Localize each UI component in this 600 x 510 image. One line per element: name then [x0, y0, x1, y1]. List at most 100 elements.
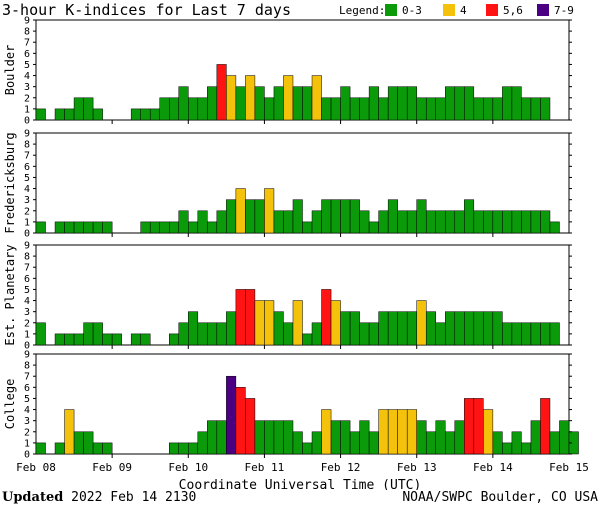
bar-boulder-43: [445, 86, 456, 121]
bar-est-planetary-47: [483, 311, 494, 346]
bar-est-planetary-33: [349, 311, 360, 346]
x-tick-label-feb-12: Feb 12: [321, 461, 361, 474]
bar-boulder-18: [207, 86, 218, 121]
bar-boulder-13: [159, 97, 170, 121]
bar-fredericksburg-50: [511, 210, 522, 234]
bar-boulder-44: [454, 86, 465, 121]
bar-college-18: [207, 420, 218, 455]
bar-fredericksburg-52: [530, 210, 541, 234]
y-tick-label-boulder-9: 9: [24, 16, 30, 27]
y-tick-label-college-3: 3: [24, 416, 30, 427]
y-tick-label-boulder-4: 4: [24, 71, 30, 82]
bar-college-32: [340, 420, 351, 455]
bar-est-planetary-36: [378, 311, 389, 346]
y-tick-label-fredericksburg-7: 7: [24, 151, 30, 162]
bar-college-3: [64, 409, 75, 455]
x-axis-label: Coordinate Universal Time (UTC): [179, 478, 422, 490]
chart-title: 3-hour K-indices for Last 7 days: [2, 1, 291, 19]
x-tick-label-feb-11: Feb 11: [245, 461, 285, 474]
bar-boulder-25: [273, 86, 284, 121]
bar-college-28: [302, 442, 313, 455]
y-tick-label-est-planetary-7: 7: [24, 263, 30, 274]
bar-college-7: [102, 442, 113, 455]
bar-est-planetary-30: [321, 289, 332, 346]
bar-boulder-5: [83, 97, 94, 121]
bar-fredericksburg-29: [311, 210, 322, 234]
y-tick-label-boulder-3: 3: [24, 82, 30, 93]
bar-fredericksburg-27: [292, 199, 303, 234]
bar-boulder-11: [140, 108, 151, 121]
y-tick-label-boulder-2: 2: [24, 93, 30, 104]
bar-college-25: [273, 420, 284, 455]
bar-fredericksburg-20: [226, 199, 237, 234]
bar-boulder-2: [54, 108, 65, 121]
bar-college-38: [397, 409, 408, 455]
bar-college-22: [245, 398, 256, 455]
bar-est-planetary-54: [549, 322, 560, 346]
x-tick-label-feb-09: Feb 09: [92, 461, 132, 474]
bar-college-46: [473, 398, 484, 455]
bar-college-16: [188, 442, 199, 455]
bar-boulder-32: [340, 86, 351, 121]
bar-boulder-21: [235, 86, 246, 121]
bar-college-36: [378, 409, 389, 455]
bar-fredericksburg-14: [169, 221, 180, 234]
bar-est-planetary-15: [178, 322, 189, 346]
bar-fredericksburg-3: [64, 221, 75, 234]
bar-boulder-10: [130, 108, 141, 121]
x-tick-label-feb-10: Feb 10: [168, 461, 208, 474]
y-tick-label-fredericksburg-5: 5: [24, 173, 30, 184]
bar-est-planetary-22: [245, 289, 256, 346]
bar-fredericksburg-2: [54, 221, 65, 234]
station-label-fredericksburg: Fredericksburg: [3, 132, 17, 233]
bar-fredericksburg-47: [483, 210, 494, 234]
bar-college-55: [559, 420, 570, 455]
bar-est-planetary-24: [264, 300, 275, 346]
bar-fredericksburg-40: [416, 199, 427, 234]
bar-college-54: [549, 431, 560, 455]
bar-college-31: [330, 420, 341, 455]
bar-college-39: [406, 409, 417, 455]
bar-fredericksburg-34: [359, 210, 370, 234]
bar-est-planetary-2: [54, 333, 65, 346]
bar-fredericksburg-54: [549, 221, 560, 234]
bar-fredericksburg-11: [140, 221, 151, 234]
bar-est-planetary-52: [530, 322, 541, 346]
bar-fredericksburg-38: [397, 210, 408, 234]
legend-swatch-4: [443, 4, 455, 16]
station-panels: 0123456789Boulder0123456789Fredericksbur…: [3, 16, 579, 461]
bar-fredericksburg-18: [207, 221, 218, 234]
x-tick-label-feb-13: Feb 13: [397, 461, 437, 474]
bar-est-planetary-29: [311, 322, 322, 346]
y-tick-label-boulder-5: 5: [24, 60, 30, 71]
y-tick-label-boulder-7: 7: [24, 38, 30, 49]
bar-college-14: [169, 442, 180, 455]
bar-boulder-38: [397, 86, 408, 121]
updated-label: Updated: [2, 490, 64, 505]
legend-swatch-5-6: [486, 4, 498, 16]
bar-boulder-29: [311, 75, 322, 121]
y-tick-label-boulder-8: 8: [24, 27, 30, 38]
y-tick-label-college-8: 8: [24, 361, 30, 372]
bar-boulder-20: [226, 75, 237, 121]
bar-fredericksburg-16: [188, 221, 199, 234]
bar-boulder-0: [35, 108, 46, 121]
bar-college-53: [540, 398, 551, 455]
bar-college-33: [349, 431, 360, 455]
bar-est-planetary-11: [140, 333, 151, 346]
station-label-boulder: Boulder: [3, 45, 17, 96]
y-tick-label-fredericksburg-4: 4: [24, 184, 30, 195]
bar-fredericksburg-42: [435, 210, 446, 234]
legend-swatch-0-3: [385, 4, 397, 16]
y-tick-label-college-9: 9: [24, 350, 30, 361]
bar-est-planetary-41: [425, 311, 437, 346]
y-tick-label-fredericksburg-0: 0: [24, 229, 30, 240]
bar-est-planetary-37: [387, 311, 398, 346]
bar-est-planetary-42: [435, 322, 446, 346]
bar-fredericksburg-45: [464, 199, 475, 234]
bar-est-planetary-27: [292, 300, 303, 346]
bar-fredericksburg-13: [159, 221, 170, 234]
bar-boulder-15: [178, 86, 189, 121]
legend-text-4: 4: [460, 4, 467, 17]
